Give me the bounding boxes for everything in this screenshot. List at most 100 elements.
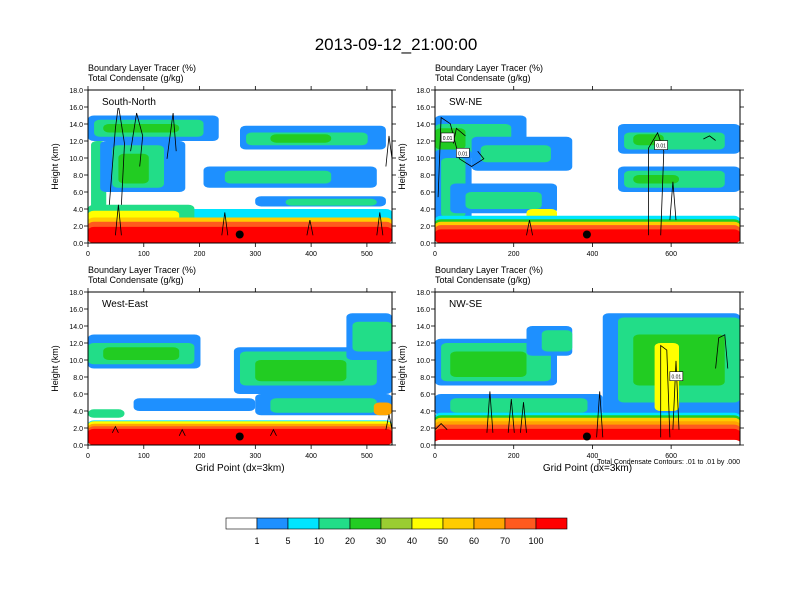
y-tick-label: 4.0 bbox=[420, 409, 430, 416]
colorbar-swatch bbox=[504, 517, 537, 530]
contour-line bbox=[385, 135, 392, 167]
panel-subtitle-condensate: Total Condensate (g/kg) bbox=[88, 73, 184, 83]
y-tick-label: 14.0 bbox=[416, 122, 430, 129]
contour-line bbox=[437, 116, 485, 198]
colorbar-label: 30 bbox=[376, 536, 386, 546]
y-axis-label: Height (km) bbox=[397, 143, 407, 190]
colorbar-swatch bbox=[380, 517, 413, 530]
condensate-contours bbox=[435, 334, 729, 438]
colorbar-label: 1 bbox=[254, 536, 259, 546]
y-tick-label: 4.0 bbox=[420, 207, 430, 214]
x-tick-label: 0 bbox=[433, 251, 437, 258]
location-marker bbox=[235, 230, 244, 239]
x-tick-label: 100 bbox=[138, 453, 150, 460]
x-tick-label: 200 bbox=[508, 251, 520, 258]
x-axis-label: Grid Point (dx=3km) bbox=[543, 463, 632, 474]
contour-footnote: Total Condensate Contours: .01 to .01 by… bbox=[597, 459, 740, 466]
panel-subtitle-condensate: Total Condensate (g/kg) bbox=[435, 73, 531, 83]
x-tick-label: 400 bbox=[305, 251, 317, 258]
colorbar-label: 60 bbox=[469, 536, 479, 546]
colorbar-label: 50 bbox=[438, 536, 448, 546]
y-tick-label: 4.0 bbox=[73, 207, 83, 214]
plot-frame bbox=[434, 291, 741, 446]
x-tick-label: 600 bbox=[665, 251, 677, 258]
panel-subtitle-tracer: Boundary Layer Tracer (%) bbox=[435, 63, 543, 73]
field-region bbox=[103, 347, 180, 360]
x-tick-label: 300 bbox=[249, 251, 261, 258]
contour-line bbox=[486, 391, 494, 433]
y-tick-label: 16.0 bbox=[69, 307, 83, 314]
contour-line bbox=[376, 212, 384, 236]
contour-line bbox=[221, 212, 229, 236]
contour-line bbox=[672, 360, 680, 430]
field-region bbox=[224, 170, 332, 184]
contour-line bbox=[166, 112, 177, 159]
field-fill bbox=[435, 292, 740, 445]
contour-line bbox=[507, 399, 515, 433]
colorbar-swatch bbox=[535, 517, 568, 530]
y-tick-label: 14.0 bbox=[416, 324, 430, 331]
condensate-contours bbox=[108, 105, 392, 236]
colorbar-label: 20 bbox=[345, 536, 355, 546]
panel-name: South-North bbox=[102, 97, 156, 108]
panel-name-box bbox=[436, 91, 472, 108]
y-tick-label: 0.0 bbox=[73, 443, 83, 450]
contour-line bbox=[596, 391, 604, 438]
panel-nw-se: Boundary Layer Tracer (%)Total Condensat… bbox=[397, 265, 744, 474]
panel-subtitle-tracer: Boundary Layer Tracer (%) bbox=[88, 265, 196, 275]
location-marker bbox=[582, 230, 591, 239]
y-axis-label: Height (km) bbox=[50, 143, 60, 190]
y-tick-label: 10.0 bbox=[69, 358, 83, 365]
plot-frame bbox=[87, 291, 393, 446]
panel-name-box bbox=[436, 293, 472, 310]
panel-name-box bbox=[89, 91, 161, 108]
field-region bbox=[450, 398, 588, 413]
y-tick-label: 18.0 bbox=[69, 290, 83, 297]
panel-name: West-East bbox=[102, 299, 148, 310]
y-tick-label: 6.0 bbox=[73, 190, 83, 197]
y-tick-label: 2.0 bbox=[420, 426, 430, 433]
contour-line bbox=[715, 334, 729, 369]
x-tick-label: 600 bbox=[665, 453, 677, 460]
field-region bbox=[270, 134, 332, 143]
contour-label-box bbox=[456, 147, 470, 158]
x-tick-label: 500 bbox=[361, 251, 373, 258]
y-tick-label: 8.0 bbox=[73, 375, 83, 382]
condensate-contours bbox=[111, 414, 392, 436]
y-tick-label: 12.0 bbox=[416, 341, 430, 348]
field-region bbox=[450, 351, 527, 377]
y-tick-label: 4.0 bbox=[73, 409, 83, 416]
y-axis-label: Height (km) bbox=[397, 345, 407, 392]
colorbar-label: 100 bbox=[528, 536, 543, 546]
y-tick-label: 18.0 bbox=[416, 290, 430, 297]
contour-line bbox=[270, 428, 277, 436]
y-tick-label: 2.0 bbox=[420, 224, 430, 231]
field-region bbox=[633, 175, 679, 184]
y-tick-label: 12.0 bbox=[69, 341, 83, 348]
x-tick-label: 0 bbox=[86, 453, 90, 460]
panel-south-north: Boundary Layer Tracer (%)Total Condensat… bbox=[50, 63, 396, 258]
y-tick-label: 8.0 bbox=[420, 375, 430, 382]
y-tick-label: 14.0 bbox=[69, 324, 83, 331]
colorbar-label: 70 bbox=[500, 536, 510, 546]
colorbar-swatch bbox=[473, 517, 506, 530]
y-tick-label: 10.0 bbox=[416, 156, 430, 163]
x-tick-label: 200 bbox=[508, 453, 520, 460]
contour-line bbox=[526, 220, 533, 236]
figure-title: 2013-09-12_21:00:00 bbox=[315, 35, 478, 54]
contour-line bbox=[130, 112, 144, 167]
contour-line bbox=[111, 425, 119, 433]
x-tick-label: 0 bbox=[86, 251, 90, 258]
y-tick-label: 10.0 bbox=[416, 358, 430, 365]
contour-label: 0.01 bbox=[443, 136, 453, 142]
field-region bbox=[435, 439, 740, 445]
colorbar-label: 5 bbox=[285, 536, 290, 546]
panel-name: NW-SE bbox=[449, 299, 482, 310]
x-tick-label: 200 bbox=[194, 251, 206, 258]
x-tick-label: 0 bbox=[433, 453, 437, 460]
panel-subtitle-tracer: Boundary Layer Tracer (%) bbox=[88, 63, 196, 73]
field-region bbox=[373, 402, 392, 416]
y-tick-label: 8.0 bbox=[73, 173, 83, 180]
contour-line bbox=[435, 423, 448, 430]
